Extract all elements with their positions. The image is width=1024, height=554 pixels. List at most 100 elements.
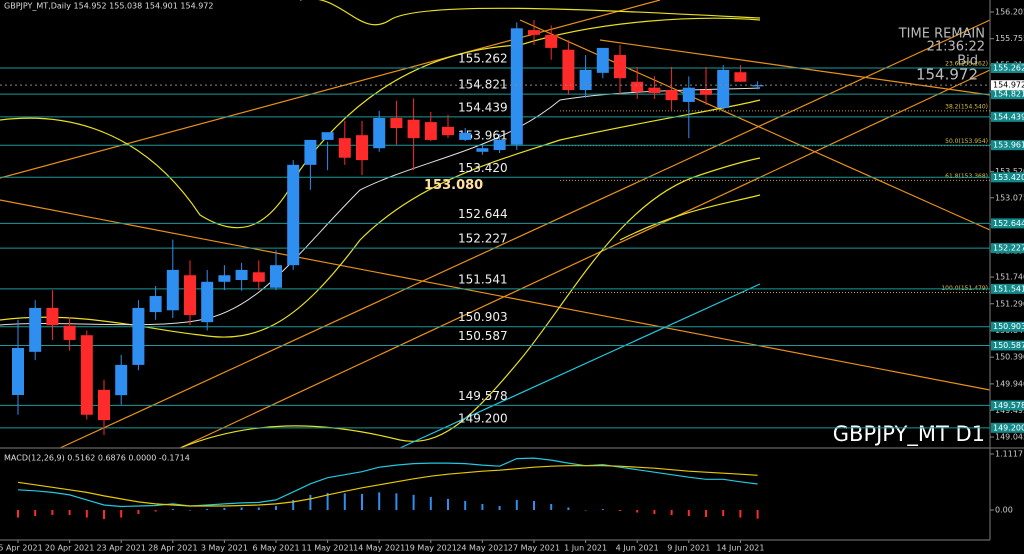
macd-bar (670, 509, 673, 516)
macd-bar (154, 509, 157, 512)
y-tick-label: 153.075 (995, 193, 1024, 202)
level-axis-box (991, 243, 1024, 254)
x-tick-label: 9 Jun 2021 (667, 544, 710, 553)
macd-bar (705, 509, 707, 518)
y-tick-label: 150.390 (995, 353, 1024, 362)
level-label: 152.227 (458, 232, 508, 246)
level-label: 153.420 (458, 161, 508, 175)
level-axis-label: 150.587 (993, 341, 1024, 350)
macd-bar (17, 509, 19, 518)
macd-y-tick-label: 0.00 (995, 505, 1013, 514)
candle-body (614, 55, 626, 79)
macd-bar (51, 509, 54, 516)
candle-body (304, 139, 317, 165)
level-axis-box (991, 218, 1024, 229)
macd-bar (498, 505, 501, 510)
macd-y-tick-label: 1.1117 (995, 449, 1023, 458)
candle-body (321, 132, 334, 140)
level-axis-label: 150.903 (993, 322, 1024, 331)
macd-bar (240, 507, 243, 510)
bid-axis-label: 154.972 (993, 81, 1024, 90)
fib-label: 38.2(154.540) (945, 103, 988, 110)
y-tick-label: 149.045 (995, 433, 1024, 442)
band-middle (0, 99, 761, 338)
x-tick-label: 14 Jun 2021 (716, 544, 764, 553)
x-tick-label: 20 Apr 2021 (45, 544, 94, 553)
trendline (0, 199, 991, 391)
candle-body (476, 148, 489, 152)
x-tick-label: 11 May 2021 (302, 544, 354, 553)
macd-bar (722, 509, 725, 517)
symbol-label: GBPJPY_MT D1 (833, 422, 985, 447)
macd-bar (584, 509, 587, 511)
candle-body (493, 139, 506, 151)
macd-bar (636, 509, 639, 513)
x-tick-label: 4 Jun 2021 (616, 544, 659, 553)
macd-bar (275, 505, 277, 510)
macd-bar (464, 500, 467, 510)
band-outer (300, 0, 761, 26)
candle-body (235, 269, 248, 281)
y-tick-label: 156.205 (995, 7, 1024, 16)
macd-bar (550, 503, 553, 510)
x-tick-label: 23 Apr 2021 (96, 544, 145, 553)
macd-bar (85, 509, 88, 518)
candle-body (12, 347, 24, 395)
level-axis-box (991, 111, 1024, 122)
candle-body (510, 28, 523, 145)
level-label: 151.541 (458, 272, 508, 286)
candle-body (184, 275, 196, 316)
level-axis-box (991, 321, 1024, 332)
candle-body (700, 90, 712, 95)
level-label: 149.578 (458, 389, 508, 403)
macd-bar (429, 496, 432, 510)
candle-body (287, 164, 300, 266)
level-axis-label: 155.262 (993, 63, 1024, 72)
fib-label: 61.8(153.368) (945, 173, 988, 180)
level-axis-label: 151.541 (993, 284, 1024, 293)
candle-body (46, 307, 59, 326)
bid-axis-box (991, 80, 1024, 91)
macd-title: MACD(12,26,9) 0.5162 0.6876 0.0000 -0.17… (4, 454, 190, 463)
level-label: 150.903 (458, 310, 508, 324)
level-axis-box (991, 340, 1024, 351)
y-tick-label: 155.755 (995, 34, 1024, 43)
candle-body (218, 275, 231, 282)
x-tick-label: 3 May 2021 (201, 544, 248, 553)
macd-bar (601, 508, 604, 510)
candle-body (751, 85, 764, 87)
candle-body (390, 117, 403, 129)
macd-bar (739, 509, 742, 518)
macd-bar (481, 503, 484, 510)
candle-body (98, 389, 110, 421)
candle-body (442, 126, 454, 136)
x-tick-label: 27 May 2021 (508, 544, 560, 553)
macd-bar (343, 493, 346, 510)
level-axis-box (991, 62, 1024, 73)
x-tick-label: 15 Apr 2021 (0, 544, 43, 553)
candle-body (579, 69, 592, 91)
macd-bar (257, 507, 260, 510)
candle-body (682, 87, 695, 102)
macd-bar (137, 509, 140, 515)
y-tick-label: 153.520 (995, 167, 1024, 176)
macd-bar (395, 493, 398, 510)
key-level-label: 153.080 (424, 178, 483, 193)
candle-body (545, 34, 558, 48)
candle-body (734, 72, 747, 82)
level-axis-label: 154.821 (993, 90, 1024, 99)
level-label: 154.821 (458, 78, 508, 92)
candle-body (424, 122, 437, 140)
candle-body (338, 138, 351, 158)
macd-bar (223, 507, 226, 510)
bid-title: Bid (957, 54, 978, 69)
level-axis-box (991, 400, 1024, 411)
macd-bar (34, 509, 37, 517)
level-axis-box (991, 89, 1024, 100)
level-axis-box (991, 422, 1024, 433)
candle-body (201, 281, 214, 323)
level-axis-box (991, 140, 1024, 151)
level-axis-label: 153.961 (993, 141, 1024, 150)
